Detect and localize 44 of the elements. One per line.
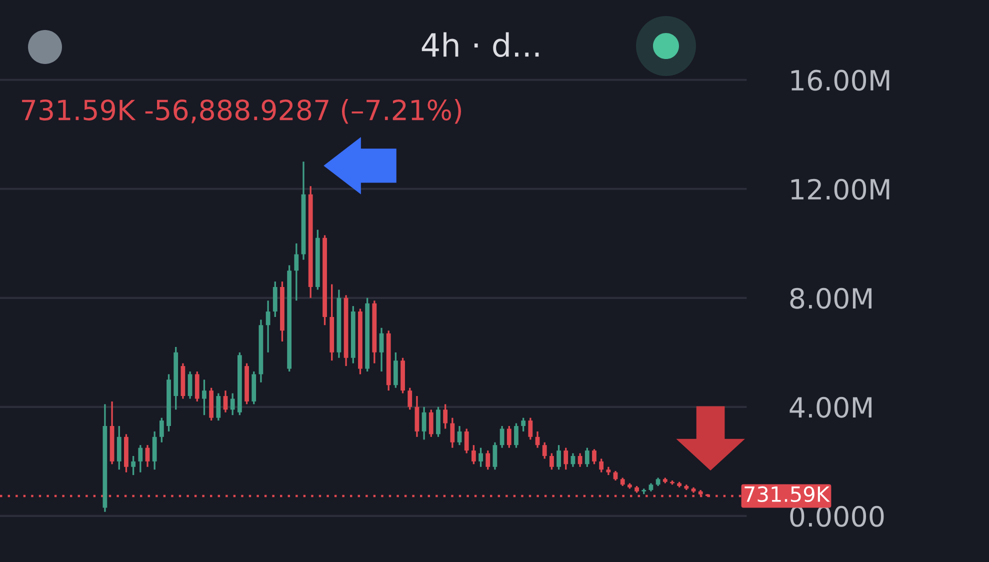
y-tick-label: 0.0000 xyxy=(790,506,884,527)
candlestick xyxy=(584,446,590,468)
candlestick xyxy=(528,416,533,440)
candlestick xyxy=(542,442,547,460)
candlestick xyxy=(500,425,504,449)
candlestick xyxy=(443,403,448,430)
candlestick xyxy=(408,387,412,410)
text: 4h · d... xyxy=(422,32,539,58)
candlestick xyxy=(216,392,221,422)
candlestick xyxy=(294,242,299,302)
candlestick xyxy=(556,444,561,470)
candlestick xyxy=(492,442,498,470)
candlestick xyxy=(521,416,526,432)
candlestick xyxy=(223,390,228,414)
candlestick xyxy=(188,370,192,400)
y-tick-label: 12.00M xyxy=(791,178,890,200)
candlestick xyxy=(592,448,596,465)
candlestick xyxy=(457,425,462,446)
candlestick xyxy=(266,300,270,354)
candlestick xyxy=(464,428,469,454)
candlestick xyxy=(471,444,476,465)
candlestick xyxy=(599,458,604,474)
candlestick xyxy=(514,422,518,449)
candlestick xyxy=(138,444,143,474)
candlestick xyxy=(159,416,164,444)
candlestick xyxy=(379,327,384,372)
y-tick-label: 4.00M xyxy=(790,396,872,418)
candlestick xyxy=(564,446,568,470)
y-tick-label: 8.00M xyxy=(790,288,872,309)
ref-line-label: 731.59K xyxy=(744,486,830,502)
candlestick xyxy=(486,450,490,470)
y-tick-label: 16.00M xyxy=(791,70,890,91)
candlestick xyxy=(506,425,512,449)
candlestick xyxy=(230,392,235,416)
candlestick xyxy=(428,408,434,438)
candlestick xyxy=(202,378,206,416)
candlestick xyxy=(549,452,554,470)
annotation: 731.59K -56,888.9287 (–7.21%) xyxy=(22,98,462,124)
candlestick xyxy=(131,455,136,476)
candlestick xyxy=(422,406,426,440)
candlestick xyxy=(145,444,150,468)
candlestick xyxy=(450,416,455,449)
candlestick xyxy=(478,446,483,468)
candlestick xyxy=(578,452,582,468)
